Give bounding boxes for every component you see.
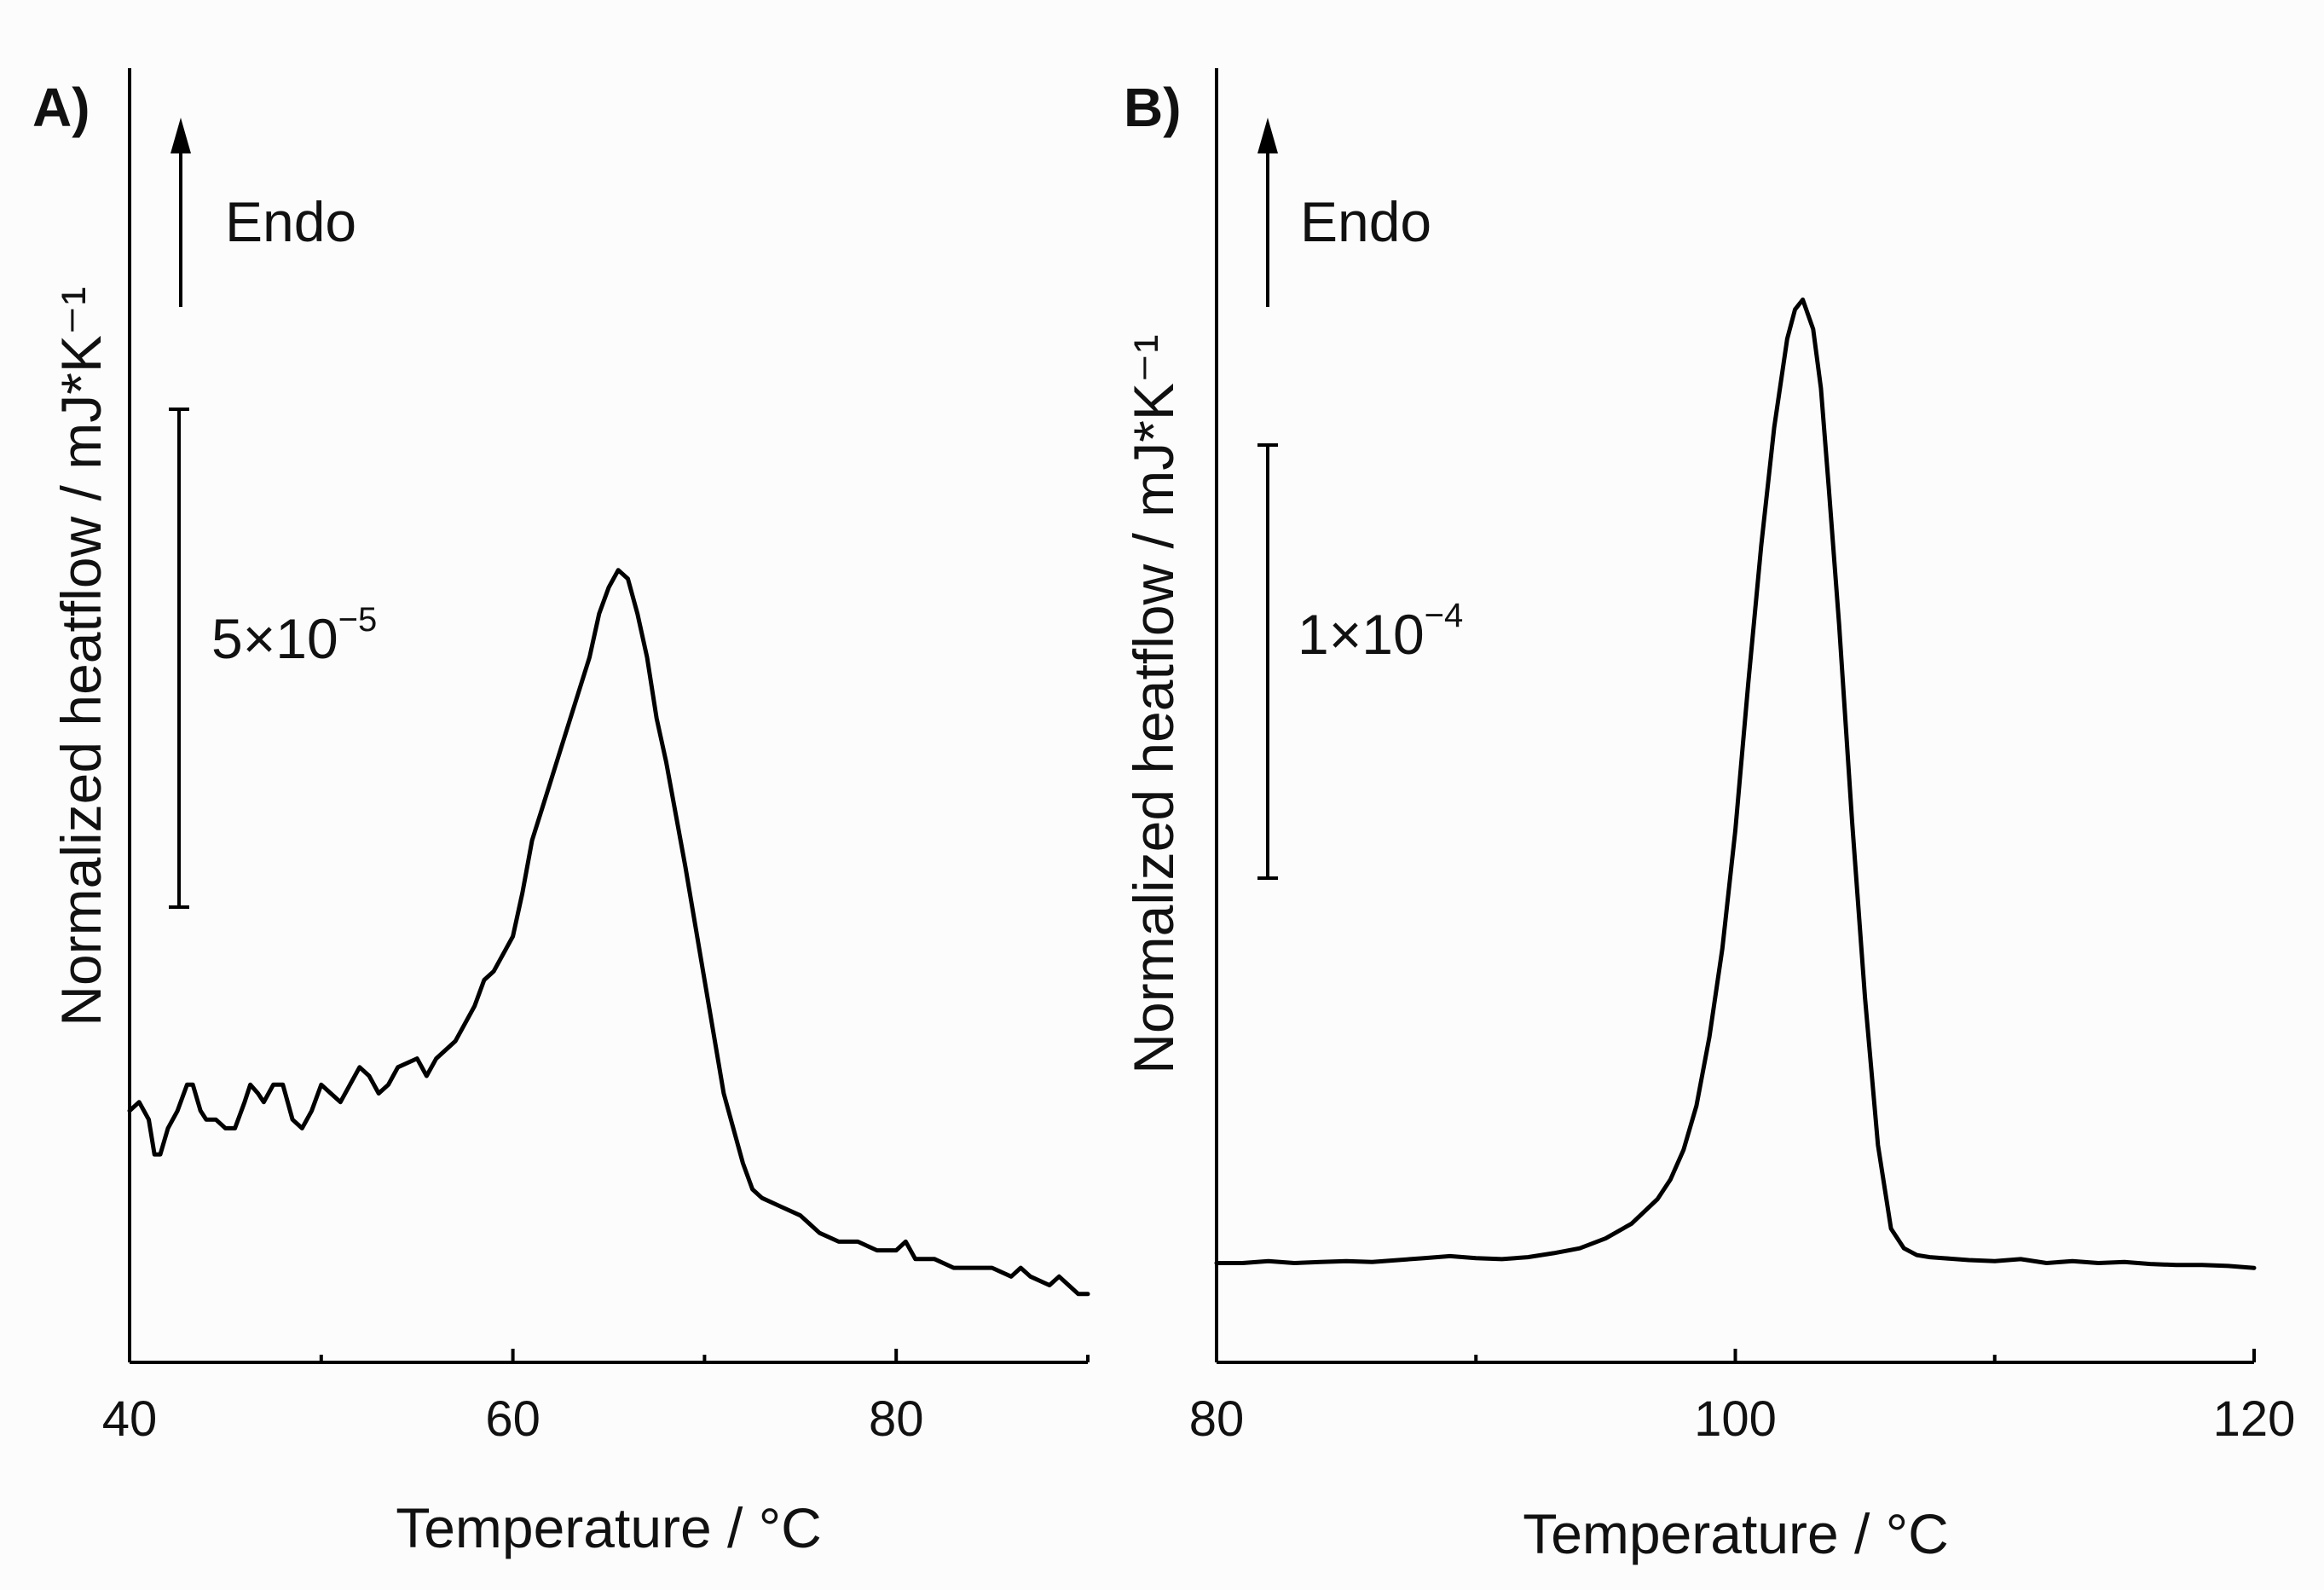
panel-label: A) <box>32 77 90 138</box>
y-axis-title: Normalized heatflow / mJ*K⁻¹ <box>49 286 113 1026</box>
x-tick-labels: 80 100 120 <box>1189 1391 2296 1447</box>
scale-mantissa: 1×10 <box>1298 603 1425 666</box>
x-tick-label: 60 <box>485 1391 541 1447</box>
scale-bar-label: 5×10−5 <box>211 601 377 670</box>
scale-mantissa: 5×10 <box>211 607 338 670</box>
dsc-trace-a <box>127 568 1090 1297</box>
scale-exponent: −4 <box>1425 597 1464 634</box>
endo-arrow-icon <box>1257 118 1278 153</box>
x-tick-label: 80 <box>1189 1391 1245 1447</box>
endo-arrow-icon <box>171 118 191 153</box>
x-tick-label: 100 <box>1694 1391 1777 1447</box>
y-axis-title: Normalized heatflow / mJ*K⁻¹ <box>1122 334 1185 1073</box>
x-axis-title: Temperature / °C <box>396 1496 822 1559</box>
x-axis-title: Temperature / °C <box>1523 1502 1949 1565</box>
endo-label: Endo <box>225 190 356 253</box>
x-tick-labels: 40 60 80 <box>102 1391 924 1447</box>
x-tick-label: 120 <box>2213 1391 2296 1447</box>
x-ticks <box>1215 1349 2256 1362</box>
scale-exponent: −5 <box>338 601 378 639</box>
endo-label: Endo <box>1300 190 1431 253</box>
dsc-trace-b <box>1214 298 2257 1270</box>
x-tick-label: 40 <box>102 1391 158 1447</box>
panel-b: B) 80 100 120 Temperature / °C Normalized … <box>1122 68 2295 1565</box>
scale-bar-label: 1×10−4 <box>1298 597 1463 666</box>
x-tick-label: 80 <box>869 1391 924 1447</box>
x-ticks <box>128 1349 1090 1362</box>
panel-a: A) 40 60 80 Temperature / °C Normalized he… <box>32 68 1090 1559</box>
panel-label: B) <box>1124 77 1182 138</box>
